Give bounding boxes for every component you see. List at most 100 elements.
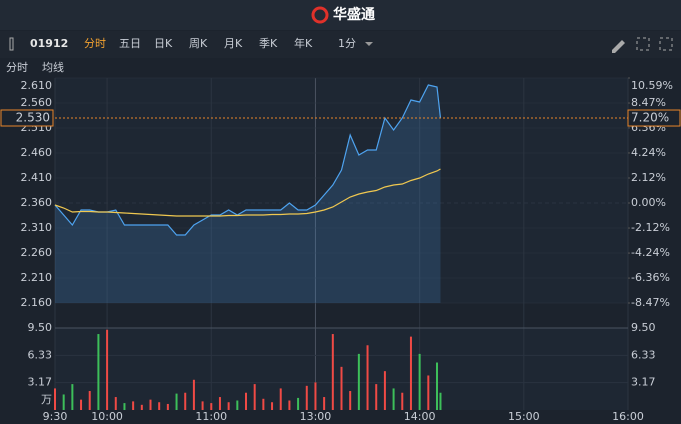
y-tick-label: 2.360: [21, 196, 53, 209]
volume-bar: [245, 392, 247, 410]
draw-icon[interactable]: [612, 40, 625, 53]
volume-bar: [288, 400, 291, 410]
tab[interactable]: 月K: [224, 37, 243, 50]
y-tick-label: 2.210: [21, 271, 53, 284]
y-tick-label: 2.610: [21, 79, 53, 92]
x-tick-label: 11:00: [195, 410, 227, 423]
y-tick-label: 2.560: [21, 96, 53, 109]
volume-bar: [62, 394, 65, 410]
volume-bar: [271, 402, 274, 410]
volume-bar: [210, 403, 213, 410]
volume-bar: [357, 353, 360, 410]
volume-bar: [383, 371, 386, 410]
x-tick-label: 13:00: [300, 410, 332, 423]
y-tick-label: 2.310: [21, 221, 53, 234]
volume-bar: [218, 397, 221, 410]
period-select[interactable]: 1分: [338, 37, 356, 50]
volume-unit: 万: [41, 393, 52, 406]
x-tick-label: 9:30: [43, 410, 68, 423]
legend-entry: 分时: [6, 61, 28, 74]
volume-bar: [192, 379, 195, 410]
volume-bar: [114, 397, 117, 410]
volume-tick-label: 9.50: [28, 321, 53, 334]
volume-bar: [236, 400, 239, 410]
volume-bar: [279, 388, 282, 410]
volume-tick-label: 6.33: [631, 348, 656, 361]
logo-text: 华盛通: [333, 6, 375, 23]
top-bar: [0, 0, 681, 30]
change-label-box: [627, 109, 681, 127]
volume-bar: [401, 392, 404, 410]
volume-bar: [392, 388, 395, 410]
expand-icon[interactable]: [636, 37, 650, 51]
toolbar: [0, 31, 681, 58]
tab[interactable]: 年K: [294, 36, 313, 50]
volume-bar: [71, 384, 74, 410]
y-tick-label: 2.460: [21, 146, 53, 159]
volume-bar: [54, 388, 56, 410]
y2-tick-label: 10.59%: [631, 79, 673, 92]
symbol: 01912: [30, 37, 68, 50]
volume-bar: [409, 336, 412, 410]
volume-bar: [314, 382, 317, 410]
fullscreen-icon[interactable]: [659, 37, 673, 51]
volume-bar: [349, 391, 352, 410]
y2-tick-label: 4.24%: [631, 146, 666, 159]
price-area: [55, 85, 441, 303]
tab[interactable]: 分时: [84, 37, 106, 50]
volume-bar: [106, 329, 109, 410]
volume-bar: [97, 334, 100, 410]
volume-bar: [262, 398, 265, 410]
y-tick-label: 2.160: [21, 296, 53, 309]
price-label-box: [0, 109, 54, 127]
volume-bar: [123, 403, 126, 410]
tab[interactable]: 周K: [189, 37, 208, 50]
legend-entry: 均线: [42, 60, 64, 74]
logo-icon: [311, 6, 329, 24]
tab[interactable]: 季K: [259, 37, 278, 50]
tab[interactable]: 五日: [119, 37, 141, 50]
volume-bar: [297, 397, 300, 410]
volume-bar: [340, 366, 343, 410]
x-tick-label: 14:00: [404, 410, 436, 423]
y2-tick-label: 8.47%: [631, 96, 666, 109]
y2-tick-label: 2.12%: [631, 171, 666, 184]
y-tick-label: 2.260: [21, 246, 53, 259]
series-line: [54, 168, 441, 217]
back-icon[interactable]: [9, 37, 14, 51]
x-tick-label: 16:00: [612, 410, 644, 423]
volume-bar: [323, 397, 326, 410]
volume-bar: [201, 401, 204, 410]
y2-tick-label: -4.24%: [631, 246, 670, 259]
volume-bar: [132, 401, 135, 410]
volume-bar: [375, 384, 378, 410]
volume-bar: [166, 403, 169, 410]
y2-tick-label: -8.47%: [631, 296, 670, 309]
volume-bar: [149, 399, 152, 410]
volume-bar: [253, 384, 256, 410]
tab[interactable]: 日K: [154, 37, 173, 50]
y-tick-label: 2.410: [21, 171, 53, 184]
x-tick-label: 15:00: [508, 410, 540, 423]
volume-bar: [331, 334, 334, 410]
volume-tick-label: 3.17: [28, 376, 53, 389]
volume-bar: [140, 404, 143, 410]
volume-bar: [227, 402, 230, 410]
volume-bar: [439, 392, 442, 410]
volume-tick-label: 6.33: [28, 348, 53, 361]
y2-tick-label: -2.12%: [631, 221, 670, 234]
y2-tick-label: -6.36%: [631, 271, 670, 284]
volume-bar: [366, 345, 369, 410]
volume-bar: [427, 375, 430, 410]
current-change-label: 7.20%: [631, 111, 669, 125]
volume-bar: [436, 362, 438, 410]
dropdown-arrow[interactable]: [365, 42, 373, 46]
volume-bar: [80, 399, 83, 410]
current-price-label: 2.530: [16, 111, 50, 125]
y2-tick-label: 0.00%: [631, 196, 666, 209]
price-plot: [55, 78, 628, 303]
volume-bar: [175, 393, 178, 410]
volume-bar: [184, 392, 187, 410]
